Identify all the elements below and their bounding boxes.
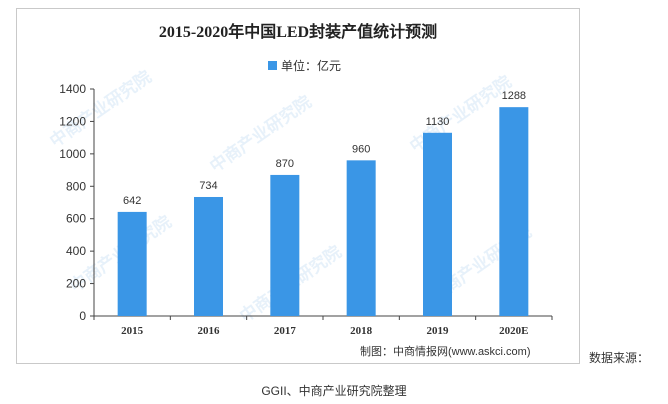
bar (346, 160, 376, 316)
chart-credit: 制图：中商情报网(www.askci.com) (360, 346, 531, 358)
x-tick-label: 2018 (350, 325, 373, 337)
bar (117, 211, 147, 316)
bar (270, 174, 300, 316)
x-tick-label: 2016 (198, 325, 221, 337)
bar (423, 132, 452, 316)
legend-label: 单位：亿元 (281, 58, 342, 73)
bar-value-label: 1130 (426, 116, 450, 128)
y-tick-label: 400 (66, 244, 86, 258)
bar (194, 196, 223, 316)
bar-value-label: 960 (352, 143, 370, 155)
x-tick-label: 2020E (499, 325, 528, 337)
chart-title: 2015-2020年中国LED封装产值统计预测 (158, 24, 438, 41)
x-tick-label: 2017 (274, 325, 297, 337)
y-tick-label: 1200 (59, 114, 86, 128)
bar-value-label: 734 (199, 180, 217, 192)
y-tick-label: 800 (66, 179, 86, 193)
y-tick-label: 1400 (59, 82, 86, 96)
source-value: GGII、中商产业研究院整理 (261, 384, 407, 398)
y-tick-label: 0 (79, 309, 86, 323)
bar-value-label: 1288 (502, 90, 526, 102)
legend-swatch (268, 60, 277, 70)
bar-value-label: 642 (123, 195, 141, 207)
legend: 单位：亿元 (268, 58, 342, 73)
y-tick-label: 200 (66, 277, 86, 291)
y-tick-label: 1000 (59, 147, 86, 161)
y-tick-label: 600 (66, 212, 86, 226)
x-tick-label: 2015 (121, 325, 144, 337)
bar (499, 107, 529, 316)
source-label: 数据来源： (589, 351, 650, 365)
bar-value-label: 870 (276, 158, 294, 170)
x-tick-label: 2019 (427, 325, 450, 337)
